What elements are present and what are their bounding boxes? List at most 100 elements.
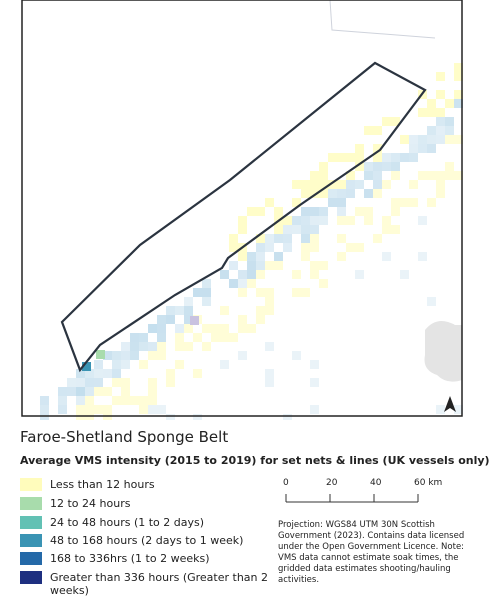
grid-cell	[436, 108, 445, 117]
legend-label: 24 to 48 hours (1 to 2 days)	[50, 516, 205, 529]
grid-cell	[409, 153, 418, 162]
grid-cell	[238, 252, 247, 261]
grid-cell	[190, 316, 199, 325]
grid-cell	[220, 324, 229, 333]
grid-cell	[328, 198, 337, 207]
grid-cell	[148, 342, 157, 351]
grid-cell	[400, 153, 409, 162]
grid-cell	[382, 180, 391, 189]
north-arrow	[444, 396, 456, 412]
grid-cell	[409, 180, 418, 189]
grid-cell	[364, 207, 373, 216]
grid-cell	[382, 153, 391, 162]
grid-cell	[220, 333, 229, 342]
grid-cell	[373, 144, 382, 153]
grid-cell	[319, 216, 328, 225]
legend-swatch	[20, 497, 42, 510]
grid-cell	[148, 324, 157, 333]
grid-cell	[229, 333, 238, 342]
grid-cell	[328, 153, 337, 162]
grid-cell	[355, 243, 364, 252]
grid-cell	[130, 351, 139, 360]
grid-cell	[175, 306, 184, 315]
grid-cell	[373, 153, 382, 162]
grid-cell	[139, 405, 148, 414]
grid-cell	[265, 261, 274, 270]
scale-label: 0	[283, 478, 289, 488]
grid-cell	[346, 189, 355, 198]
grid-cell	[274, 252, 283, 261]
grid-cell	[373, 162, 382, 171]
grid-cell	[319, 171, 328, 180]
grid-cell	[238, 270, 247, 279]
title: Faroe-Shetland Sponge Belt	[20, 428, 229, 446]
grid-cell	[103, 405, 112, 414]
grid-cell	[265, 369, 274, 378]
grid-cell	[238, 216, 247, 225]
grid-cell	[256, 315, 265, 324]
grid-cell	[76, 405, 85, 414]
grid-cell	[148, 378, 157, 387]
grid-cell	[166, 306, 175, 315]
grid-cell	[445, 135, 454, 144]
grid-cell	[364, 216, 373, 225]
grid-cell	[337, 153, 346, 162]
grid-cell	[103, 414, 112, 420]
grid-cell	[409, 135, 418, 144]
legend-swatch	[20, 478, 42, 491]
grid-cell	[76, 378, 85, 387]
grid-cell	[112, 396, 121, 405]
grid-cell	[193, 288, 202, 297]
grid-cell	[193, 369, 202, 378]
grid-cell	[184, 297, 193, 306]
grid-cell	[94, 405, 103, 414]
grid-cell	[229, 243, 238, 252]
legend-swatch	[20, 534, 42, 547]
grid-cell	[94, 369, 103, 378]
grid-cell	[256, 243, 265, 252]
grid-cell	[148, 405, 157, 414]
grid-cell	[238, 288, 247, 297]
grid-cell	[184, 324, 193, 333]
grid-cell	[157, 342, 166, 351]
grid-cell	[445, 99, 454, 108]
grid-cell	[175, 324, 184, 333]
grid-cell	[247, 207, 256, 216]
grid-cell	[427, 297, 436, 306]
boundary-line	[329, 0, 436, 39]
grid-cell	[445, 126, 454, 135]
grid-cell	[427, 135, 436, 144]
grid-cell	[256, 306, 265, 315]
grid-cell	[292, 198, 301, 207]
grid-cell	[148, 387, 157, 396]
grid-cell	[346, 171, 355, 180]
grid-cell	[427, 99, 436, 108]
grid-cell	[283, 216, 292, 225]
legend-swatch	[20, 571, 42, 584]
grid-cell	[193, 414, 202, 420]
grid-cell	[256, 288, 265, 297]
grid-cell	[175, 360, 184, 369]
legend-label: Less than 12 hours	[50, 478, 155, 491]
grid-cell	[391, 225, 400, 234]
grid-cell	[76, 369, 85, 378]
grid-cell	[265, 297, 274, 306]
grid-cell	[400, 198, 409, 207]
grid-cell	[184, 306, 193, 315]
grid-cell	[274, 261, 283, 270]
grid-cell	[211, 333, 220, 342]
grid-cell	[382, 216, 391, 225]
grid-cell	[301, 207, 310, 216]
grid-cell	[436, 90, 445, 99]
grid-cell	[364, 171, 373, 180]
grid-cell	[301, 216, 310, 225]
scale-label: 40	[370, 478, 382, 488]
grid-cell	[337, 180, 346, 189]
grid-cell	[96, 350, 105, 359]
grid-cell	[139, 333, 148, 342]
legend-swatch	[20, 516, 42, 529]
grid-cell	[121, 387, 130, 396]
grid-cell	[67, 378, 76, 387]
grid-cell	[184, 315, 193, 324]
